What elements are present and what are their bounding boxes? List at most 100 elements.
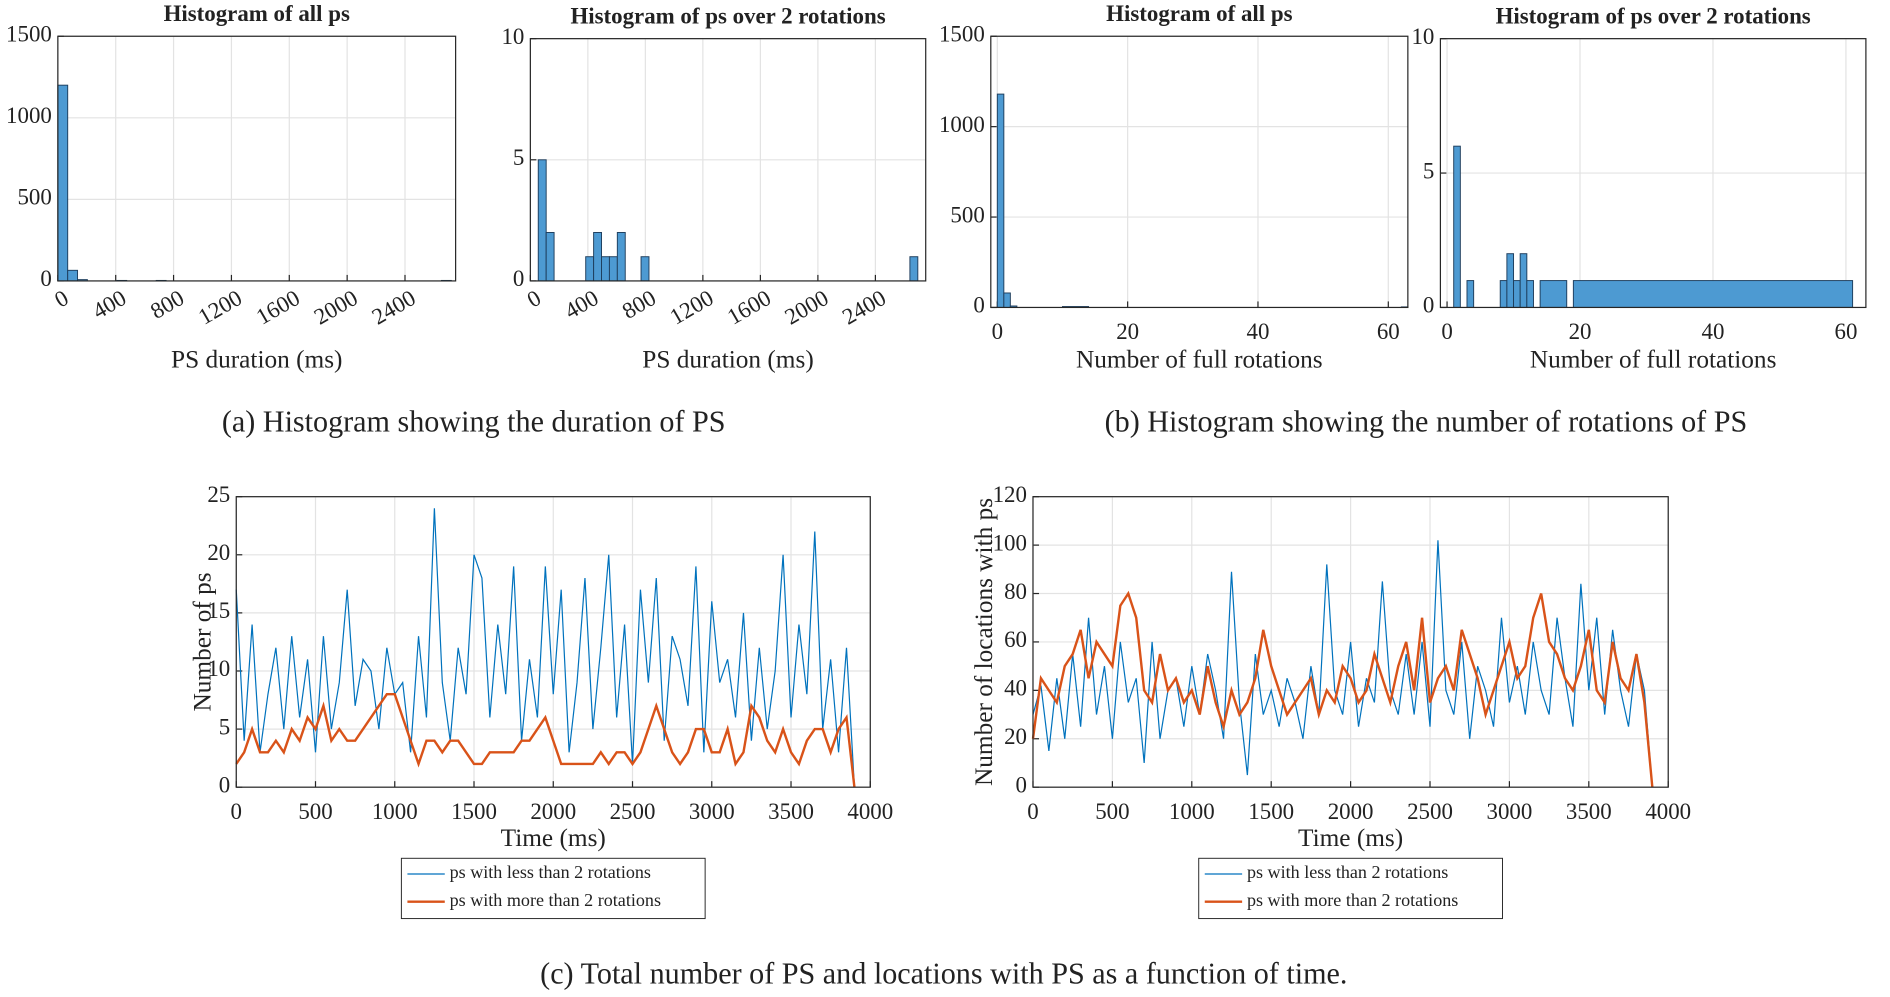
y-tick-label: 500	[17, 185, 51, 210]
bar	[608, 256, 618, 282]
x-tick-label: 2500	[1407, 799, 1453, 824]
axes-frame	[57, 35, 457, 282]
x-tick-label: 800	[146, 285, 188, 324]
bar	[1453, 145, 1461, 308]
x-tick-label: 4000	[1645, 799, 1691, 824]
caption: (b) Histogram showing the number of rota…	[1105, 404, 1748, 438]
bar	[67, 269, 79, 282]
legend-label: ps with less than 2 rotations	[1247, 862, 1448, 882]
y-tick-label: 10	[1411, 24, 1434, 49]
y-tick-label: 1000	[939, 112, 985, 137]
y-tick-label: 500	[950, 202, 984, 227]
x-tick-label: 400	[560, 285, 602, 324]
x-tick-label: 0	[523, 285, 545, 312]
x-axis-label: PS duration (ms)	[171, 346, 342, 374]
line-series	[235, 693, 856, 788]
chart: 0 5 10 0 20 40 60 Histogram of ps over 2 rotati…	[1411, 3, 1867, 374]
bar	[640, 256, 650, 282]
legend-label: ps with less than 2 rotations	[450, 862, 651, 882]
line-series	[1032, 540, 1653, 788]
x-axis-label: Number of full rotations	[1076, 346, 1323, 374]
x-tick-label: 1500	[451, 799, 497, 824]
x-tick-label: 400	[88, 285, 130, 324]
legend-box	[1198, 857, 1503, 920]
x-tick-label: 0	[50, 285, 72, 312]
x-tick-label: 2500	[610, 799, 656, 824]
plot-area	[57, 36, 456, 281]
x-tick-label: 2400	[838, 285, 890, 330]
chart: 0 5 10 0 400 800 1200 1600 2000 2400 Histogram of …	[501, 3, 927, 374]
y-tick-label: 5	[1423, 158, 1434, 183]
x-axis-label: Time (ms)	[501, 824, 606, 852]
bar	[1466, 280, 1475, 308]
legend-box	[400, 857, 706, 920]
chart-title: Histogram of all ps	[1106, 1, 1292, 26]
x-tick-label: 60	[1377, 319, 1400, 344]
x-axis-label: Number of full rotations	[1530, 346, 1777, 374]
axes-frame	[529, 38, 927, 282]
x-tick-label: 40	[1247, 319, 1270, 344]
x-tick-label: 1000	[1169, 799, 1215, 824]
y-tick-label: 20	[207, 540, 230, 565]
x-tick-label: 0	[1027, 799, 1038, 824]
y-tick-label: 20	[1004, 724, 1027, 749]
x-tick-label: 0	[1441, 319, 1452, 344]
y-tick-label: 0	[1423, 293, 1434, 318]
x-tick-label: 2400	[368, 285, 420, 330]
chart: 0 500 1000 1500 0 400 800 1200 1600 2000 2400 Histo…	[6, 1, 457, 374]
x-tick-label: 2000	[1328, 799, 1374, 824]
y-tick-label: 80	[1004, 579, 1027, 604]
bar	[537, 159, 547, 282]
bar	[1539, 280, 1568, 308]
x-tick-label: 500	[1095, 799, 1129, 824]
bar	[1519, 253, 1528, 308]
x-axis-label: Time (ms)	[1298, 824, 1403, 852]
y-tick-label: 0	[1016, 772, 1027, 797]
chart-title: Histogram of ps over 2 rotations	[570, 3, 885, 28]
y-tick-label: 60	[1004, 627, 1027, 652]
x-tick-label: 0	[231, 799, 242, 824]
bar	[593, 231, 603, 282]
x-tick-label: 1600	[252, 285, 304, 330]
y-tick-label: 1000	[6, 103, 52, 128]
bar	[909, 256, 919, 282]
chart: 0 5 10 15 20 25 0 500 1000 1500 2000 2500 3000 3500 40…	[189, 482, 893, 920]
y-tick-label: 0	[973, 293, 984, 318]
y-tick-label: 5	[219, 714, 230, 739]
bar	[57, 84, 69, 282]
y-axis-label: Number of ps	[189, 572, 217, 711]
axes-frame	[1439, 38, 1867, 309]
x-tick-label: 0	[992, 319, 1003, 344]
x-tick-label: 3000	[689, 799, 735, 824]
y-tick-label: 120	[993, 482, 1027, 507]
x-tick-label: 40	[1702, 319, 1725, 344]
x-tick-label: 500	[298, 799, 332, 824]
bar	[996, 93, 1005, 308]
x-tick-label: 1200	[665, 285, 717, 330]
chart-title: Histogram of all ps	[164, 1, 350, 26]
legend-label: ps with more than 2 rotations	[1247, 890, 1458, 910]
axes-frame	[990, 35, 1409, 309]
bar	[1513, 280, 1521, 308]
bar	[1499, 280, 1508, 308]
axes-frame	[1032, 496, 1669, 788]
bar	[585, 256, 595, 282]
plot-area	[990, 36, 1408, 308]
y-tick-label: 0	[513, 266, 524, 291]
y-tick-label: 1500	[6, 21, 52, 46]
x-axis-label: PS duration (ms)	[642, 346, 813, 374]
line-series	[235, 508, 856, 788]
bar	[545, 231, 555, 282]
chart-title: Histogram of ps over 2 rotations	[1496, 3, 1811, 28]
x-tick-label: 3500	[768, 799, 814, 824]
x-tick-label: 3500	[1566, 799, 1612, 824]
y-tick-label: 0	[40, 266, 51, 291]
x-tick-label: 2000	[781, 285, 833, 330]
x-tick-label: 20	[1569, 319, 1592, 344]
y-tick-label: 0	[219, 772, 230, 797]
x-tick-label: 60	[1835, 319, 1858, 344]
bar	[1506, 253, 1515, 308]
chart: 0 20 40 60 80 100 120 0 500 1000 1500 2000 2500 3000 3…	[970, 482, 1691, 920]
y-tick-label: 25	[207, 482, 230, 507]
